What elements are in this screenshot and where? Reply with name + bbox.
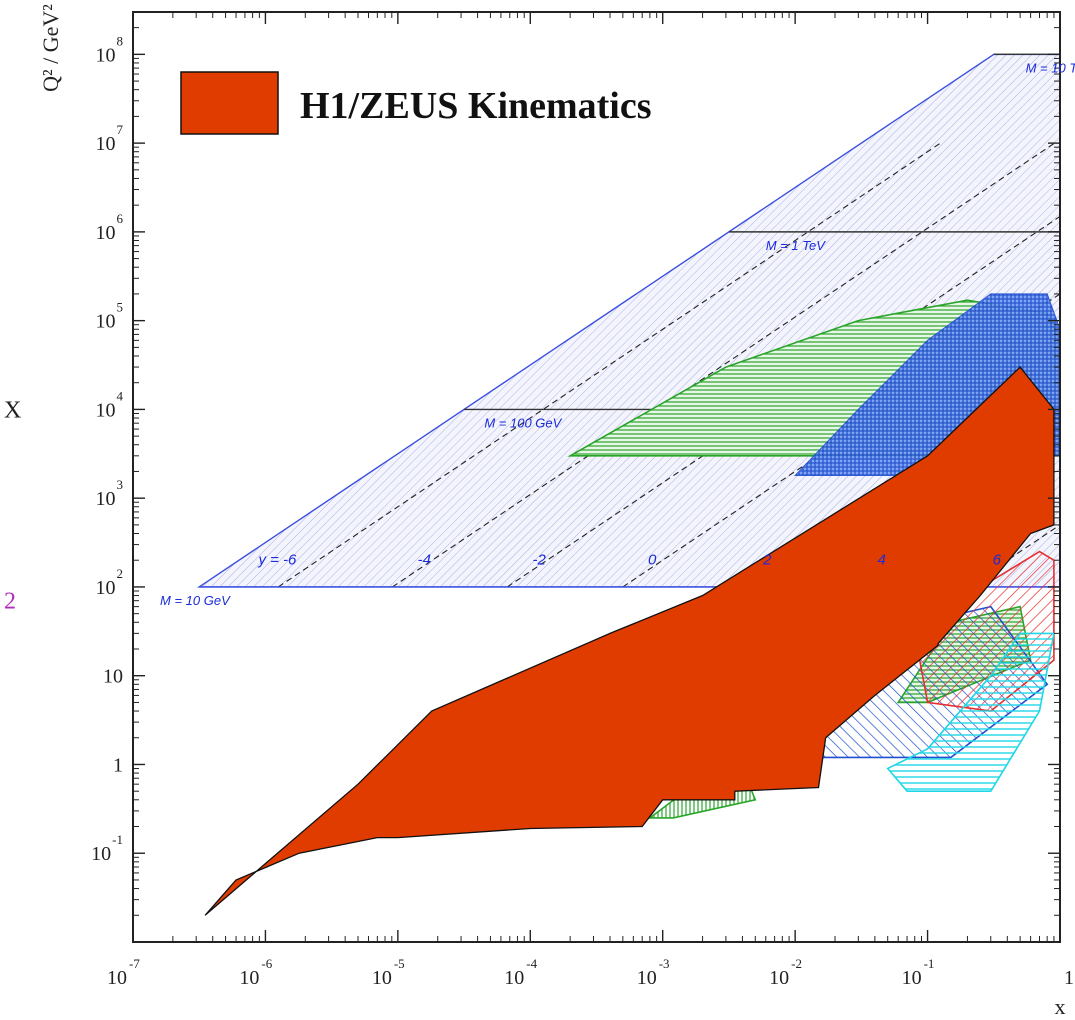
x-tick-label: 10-2 — [769, 956, 802, 989]
rapidity-line-6 — [967, 524, 1060, 588]
edge-fragment: 2 — [4, 589, 16, 615]
y-tick-label-exp: 6 — [117, 211, 124, 226]
h1zeus-region — [204, 366, 1055, 916]
y-tick-label: 10 — [103, 666, 123, 688]
x-tick-label-exp: -6 — [261, 956, 272, 971]
y-tick-label-exp: 5 — [117, 300, 124, 315]
rapidity-label-6: 6 — [993, 551, 1002, 568]
data-layer — [196, 53, 1060, 916]
y-tick-label: 106 — [96, 211, 124, 244]
x-tick-label-exp: -5 — [394, 956, 405, 971]
rapidity-line-1 — [392, 142, 1055, 588]
y-tick-label: 104 — [96, 388, 124, 421]
x-tick-label: 10-1 — [902, 956, 935, 989]
y-tick-label-exp: -1 — [112, 832, 123, 847]
x-tick-label-exp: -4 — [526, 956, 537, 971]
x-tick-label: 10-3 — [637, 956, 670, 989]
y-tick-label: 107 — [96, 122, 124, 155]
y-tick-label: 108 — [96, 33, 124, 66]
y-tick-label-exp: 3 — [117, 477, 124, 492]
rapidity-label-0: y = -6 — [257, 551, 297, 568]
x-tick-label: 10-4 — [504, 956, 537, 989]
y-tick-label: 102 — [96, 566, 124, 599]
legend-label-h1zeus: H1/ZEUS Kinematics — [300, 85, 652, 127]
y-tick-label-exp: 8 — [117, 33, 124, 48]
y-tick-label-exp: 4 — [117, 388, 124, 403]
rapidity-label-2: -2 — [532, 551, 546, 568]
x-axis-label: x — [1055, 994, 1066, 1019]
x-tick-label-exp: -7 — [129, 956, 140, 971]
rapidity-label-4: 2 — [762, 551, 772, 568]
y-tick-label: 105 — [96, 300, 124, 333]
rapidity-label-5: 4 — [877, 551, 885, 568]
y-tick-label-exp: 7 — [117, 122, 124, 137]
x-tick-label: 10-5 — [372, 956, 405, 989]
y-tick-label-exp: 2 — [117, 566, 124, 581]
axis-layer — [132, 11, 1061, 943]
rapidity-label-3: 0 — [648, 551, 657, 568]
y-tick-label: 1 — [113, 754, 123, 776]
rapidity-label-1: -4 — [418, 551, 431, 568]
y-tick-label: 103 — [96, 477, 124, 510]
y-tick-label: 10-1 — [91, 832, 123, 865]
x-tick-label-exp: -2 — [791, 956, 802, 971]
plot-frame — [132, 11, 1061, 943]
mass-label-3: M = 10 TeV — [1026, 60, 1075, 75]
x-tick-label: 1 — [1064, 967, 1074, 989]
x-tick-label-exp: -1 — [924, 956, 935, 971]
mass-label-2: M = 1 TeV — [766, 238, 826, 253]
mass-label-0: M = 10 GeV — [160, 593, 231, 608]
edge-fragment: X — [4, 397, 21, 423]
y-axis-label: Q² / GeV² — [38, 4, 63, 92]
rapidity-line-0 — [277, 142, 941, 588]
legend-swatch-h1zeus — [180, 71, 279, 135]
x-tick-label: 10-7 — [107, 956, 140, 989]
x-tick-label-exp: -3 — [659, 956, 670, 971]
mass-label-1: M = 100 GeV — [484, 415, 562, 430]
region-cyan-hatch — [886, 632, 1055, 793]
x-tick-label: 10-6 — [239, 956, 272, 989]
legend: H1/ZEUS Kinematics — [180, 71, 652, 135]
